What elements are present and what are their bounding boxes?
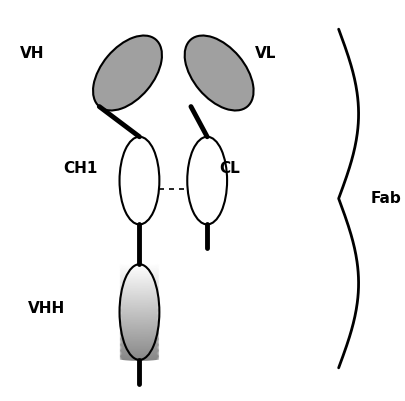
Ellipse shape [120, 305, 159, 309]
Ellipse shape [120, 302, 159, 305]
Ellipse shape [120, 279, 159, 284]
Text: CH1: CH1 [64, 161, 98, 176]
Ellipse shape [120, 346, 159, 350]
Ellipse shape [120, 298, 159, 302]
Ellipse shape [120, 345, 159, 349]
Ellipse shape [120, 317, 159, 321]
Ellipse shape [120, 276, 159, 280]
Ellipse shape [120, 320, 159, 323]
Ellipse shape [120, 348, 159, 352]
Ellipse shape [120, 312, 159, 316]
Ellipse shape [120, 341, 159, 345]
Ellipse shape [120, 316, 159, 320]
Ellipse shape [120, 352, 159, 356]
Ellipse shape [120, 308, 159, 311]
Ellipse shape [185, 36, 254, 111]
Ellipse shape [120, 344, 159, 348]
Ellipse shape [120, 297, 159, 300]
Ellipse shape [120, 332, 159, 336]
Ellipse shape [120, 306, 159, 310]
Text: VHH: VHH [28, 301, 65, 316]
Text: VH: VH [20, 46, 45, 61]
Ellipse shape [120, 284, 159, 288]
Ellipse shape [120, 350, 159, 354]
Ellipse shape [120, 281, 159, 285]
Text: VL: VL [255, 46, 276, 61]
Ellipse shape [120, 338, 159, 342]
Ellipse shape [120, 309, 159, 312]
Text: Fab: Fab [371, 191, 401, 206]
Ellipse shape [120, 264, 159, 267]
Ellipse shape [120, 314, 159, 317]
Ellipse shape [120, 311, 159, 315]
Ellipse shape [120, 329, 159, 333]
Ellipse shape [120, 321, 159, 324]
Ellipse shape [120, 289, 159, 293]
Ellipse shape [120, 323, 159, 327]
Ellipse shape [120, 300, 159, 304]
Ellipse shape [187, 137, 227, 225]
Ellipse shape [120, 303, 159, 306]
Ellipse shape [120, 353, 159, 357]
Ellipse shape [120, 292, 159, 296]
Ellipse shape [120, 266, 159, 270]
Ellipse shape [120, 334, 159, 338]
Ellipse shape [120, 271, 159, 275]
Ellipse shape [120, 283, 159, 287]
Ellipse shape [120, 275, 159, 279]
Ellipse shape [120, 290, 159, 294]
Text: CL: CL [219, 161, 240, 176]
Ellipse shape [93, 36, 162, 111]
Ellipse shape [120, 261, 159, 265]
Ellipse shape [120, 333, 159, 337]
Ellipse shape [120, 340, 159, 344]
Ellipse shape [120, 286, 159, 290]
Ellipse shape [120, 330, 159, 334]
Ellipse shape [120, 273, 159, 277]
Ellipse shape [120, 318, 159, 322]
Ellipse shape [120, 342, 159, 346]
Ellipse shape [120, 277, 159, 281]
Ellipse shape [120, 357, 159, 361]
Ellipse shape [120, 335, 159, 339]
Ellipse shape [120, 356, 159, 360]
Ellipse shape [120, 278, 159, 282]
Ellipse shape [119, 137, 159, 225]
Ellipse shape [120, 293, 159, 297]
Ellipse shape [120, 288, 159, 292]
Ellipse shape [120, 304, 159, 308]
Ellipse shape [120, 296, 159, 299]
Ellipse shape [120, 327, 159, 330]
Ellipse shape [120, 328, 159, 332]
Ellipse shape [120, 294, 159, 298]
Ellipse shape [120, 265, 159, 269]
Ellipse shape [120, 269, 159, 273]
Ellipse shape [120, 270, 159, 274]
Ellipse shape [120, 324, 159, 328]
Ellipse shape [120, 310, 159, 314]
Ellipse shape [120, 354, 159, 358]
Ellipse shape [120, 326, 159, 329]
Ellipse shape [120, 339, 159, 343]
Ellipse shape [120, 322, 159, 326]
Ellipse shape [120, 267, 159, 271]
Ellipse shape [120, 347, 159, 351]
Ellipse shape [120, 287, 159, 291]
Ellipse shape [120, 299, 159, 303]
Ellipse shape [120, 336, 159, 340]
Ellipse shape [120, 272, 159, 276]
Ellipse shape [120, 315, 159, 318]
Ellipse shape [120, 263, 159, 266]
Ellipse shape [120, 351, 159, 355]
Ellipse shape [120, 282, 159, 286]
